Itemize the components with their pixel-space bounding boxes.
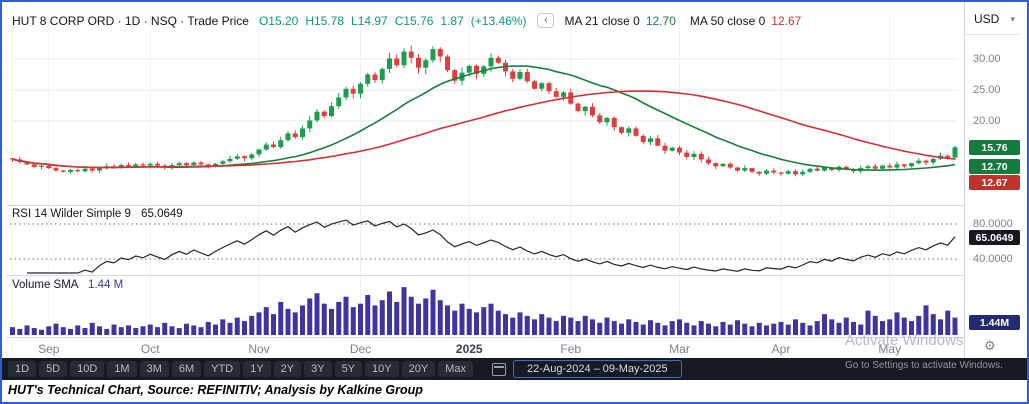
ohlc-high: H15.78 [305,13,345,28]
volume-series [10,287,958,335]
range-button-20y[interactable]: 20Y [401,361,436,377]
volume-label[interactable]: Volume SMA [12,279,78,291]
range-button-10d[interactable]: 10D [70,361,105,377]
ohlc-close: C15.76 [394,13,434,28]
range-button-6m[interactable]: 6M [171,361,202,377]
chart-canvas[interactable]: Sep Oct Nov Dec 2025 Feb Mar Apr May [6,6,964,358]
price-tick-30: 30.00 [973,53,1001,65]
activate-windows-subtext: Go to Settings to activate Windows. [845,360,1003,371]
range-button-1d[interactable]: 1D [8,361,37,377]
price-tick-20: 20.00 [973,115,1001,127]
rsi-value-badge: 65.0649 [969,230,1020,245]
price-tick-25: 25.00 [973,84,1001,96]
x-axis-label: Feb [560,342,581,356]
range-buttons: 1D 5D 10D 1M 3M 6M YTD 1Y 2Y 3Y 5Y 10Y 20Y Max [8,361,476,377]
rsi-label[interactable]: RSI 14 Wilder Simple 9 [12,208,131,220]
settings-gear-icon[interactable]: ⚙ [984,338,996,353]
price-axis[interactable]: USD ▾ 30.00 25.00 20.00 15.76 12.70 12.6… [964,2,1026,358]
ohlc-low: L14.97 [351,13,388,28]
chart-legend: HUT 8 CORP ORD · 1D · NSQ · Trade Price … [12,13,815,28]
range-button-10y[interactable]: 10Y [365,361,399,377]
last-price-badge: 15.76 [969,140,1020,155]
ma50-value: 12.67 [771,13,802,28]
collapse-indicators-button[interactable]: ‹ [537,13,555,28]
x-axis-label: Nov [248,342,269,356]
rsi-tick-40: 40.0000 [973,253,1013,265]
rsi-line [27,219,956,274]
ohlc-change: 1.87 [440,13,464,28]
x-axis-label: Dec [350,342,371,356]
ohlc-change-pct: (+13.46%) [470,13,527,28]
range-button-max[interactable]: Max [438,361,473,377]
range-button-2y[interactable]: 2Y [273,361,302,377]
symbol-title[interactable]: HUT 8 CORP ORD · 1D · NSQ · Trade Price [12,13,249,28]
x-axis-label: 2025 [456,342,483,356]
ma21-line [12,65,956,172]
ma21-price-badge: 12.70 [969,159,1020,174]
ma50-line [12,90,956,169]
rsi-legend: RSI 14 Wilder Simple 9 65.0649 [12,208,183,220]
range-button-3m[interactable]: 3M [139,361,169,377]
rsi-tick-80: 80.0000 [973,218,1013,230]
ma50-label[interactable]: MA 50 close 0 [689,13,766,28]
x-axis-label: Apr [772,342,791,356]
volume-sma-value: 1.44 M [88,279,124,291]
x-axis-label: Sep [38,342,60,356]
range-button-5d[interactable]: 5D [39,361,68,377]
calendar-icon[interactable] [491,362,506,376]
range-button-1m[interactable]: 1M [107,361,137,377]
x-axis-label: Mar [669,342,690,356]
currency-selector[interactable]: USD ▾ [965,10,1021,35]
ma21-label[interactable]: MA 21 close 0 [564,13,640,28]
range-button-3y[interactable]: 3Y [304,361,332,377]
chevron-left-icon: ‹ [544,14,548,26]
x-axis-label: Oct [141,342,160,356]
ma21-value: 12.70 [645,13,676,28]
volume-legend: Volume SMA 1.44 M [12,279,123,291]
currency-label: USD [974,12,1000,26]
caption: HUT's Technical Chart, Source: REFINITIV… [2,380,1027,402]
range-button-5y[interactable]: 5Y [334,361,363,377]
x-axis-label: May [878,342,901,356]
timeframe-toolbar: 1D 5D 10D 1M 3M 6M YTD 1Y 2Y 3Y 5Y 10Y 20Y Max 22-Aug… [2,358,1027,380]
range-button-ytd[interactable]: YTD [204,361,241,377]
volume-value-badge: 1.44M [969,315,1020,330]
candlestick-series [10,45,958,177]
activate-windows-watermark: Activate Windows [845,332,964,349]
ohlc-open: O15.20 [258,13,299,28]
range-button-1y[interactable]: 1Y [243,361,271,377]
chevron-down-icon: ▾ [1010,13,1015,24]
ma50-price-badge: 12.67 [969,175,1020,190]
date-range-chip[interactable]: 22-Aug-2024 – 09-May-2025 [512,360,682,378]
rsi-value: 65.0649 [141,208,183,220]
grid: Sep Oct Nov Dec 2025 Feb Mar Apr May [6,14,964,356]
